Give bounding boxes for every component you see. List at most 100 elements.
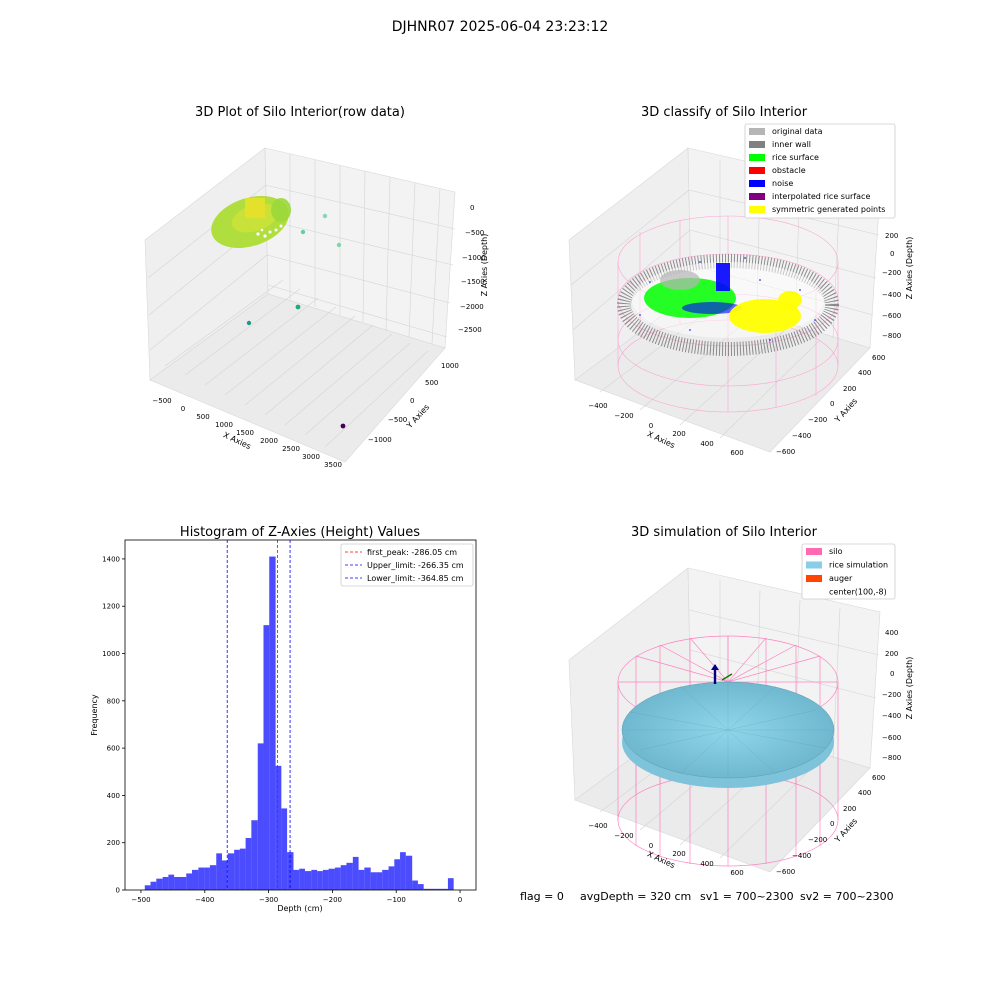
- panel2-xtick: 400: [700, 440, 713, 448]
- panel4-xtick: −200: [614, 832, 633, 840]
- histogram-bar: [370, 872, 377, 890]
- panel1-xtick: 3000: [302, 453, 320, 461]
- histogram-legend-label: first_peak: -286.05 cm: [367, 548, 457, 557]
- legend-label: center(100,-8): [829, 588, 887, 597]
- panel4-x-ticks: −400 −200 0 200 400 600: [588, 822, 743, 877]
- panel2-xtick: 600: [730, 449, 743, 457]
- histogram-bar: [317, 871, 323, 890]
- histogram-xtick-label: −100: [387, 896, 406, 904]
- panel1-cloud-speckles: [256, 224, 283, 238]
- panel2-original-data: [660, 270, 700, 290]
- panel1-ztick: −2500: [458, 326, 482, 334]
- panel4-legend-items: silo rice simulation auger center(100,-8): [806, 547, 888, 597]
- histogram-bar: [251, 820, 258, 890]
- panel1-outlier-point: [322, 213, 328, 219]
- panel3-legend: first_peak: -286.05 cm Upper_limit: -266.…: [340, 543, 474, 587]
- panel2-ytick: 0: [830, 400, 834, 408]
- panel2-symmetric-points: [729, 299, 801, 333]
- histogram-xtick-label: −200: [323, 896, 342, 904]
- panel4-ytick: 0: [830, 820, 834, 828]
- histogram-ytick-label: 800: [107, 697, 120, 705]
- panel4-ztick: −400: [882, 712, 901, 720]
- panel1-xtick: 2000: [260, 437, 278, 445]
- panel2-ytick: 400: [858, 369, 871, 377]
- panel1-z-ticks: 0 −500 −1000 −1500 −2000 −2500: [458, 204, 486, 334]
- panel4-title: 3D simulation of Silo Interior: [631, 525, 818, 540]
- panel2-z-ticks: 200 0 −200 −400 −600 −800: [882, 232, 901, 340]
- histogram-bar: [168, 874, 175, 890]
- panel3-axes-frame: [124, 539, 477, 891]
- panel2-symmetric-points: [778, 291, 802, 309]
- legend-label: interpolated rice surface: [772, 192, 870, 201]
- histogram-bar: [299, 868, 305, 890]
- panel4-y-ticks: 600 400 200 0 −200 −400 −600: [776, 774, 885, 876]
- panel1-xtick: 1500: [236, 429, 254, 437]
- panel2-title: 3D classify of Silo Interior: [641, 105, 808, 120]
- histogram-bar: [156, 878, 163, 890]
- panel4-rice-mesh: [626, 683, 830, 778]
- histogram-bar: [227, 853, 235, 890]
- panel4-ylabel: Y Axies: [832, 817, 859, 845]
- panel4-ytick: −200: [808, 836, 827, 844]
- histogram-ytick-label: 1000: [102, 650, 120, 658]
- histogram-bar: [304, 871, 312, 890]
- panel4-ytick: 400: [858, 789, 871, 797]
- histogram-bar: [192, 869, 199, 890]
- histogram-bar: [346, 862, 353, 890]
- legend-label: silo: [829, 547, 843, 556]
- panel2-zlabel: Z Axies (Depth): [905, 237, 914, 300]
- panel2-ztick: −200: [882, 269, 901, 277]
- histogram-bar: [417, 884, 424, 890]
- legend-label: symmetric generated points: [772, 205, 885, 214]
- panel1-xtick: 2500: [282, 445, 300, 453]
- histogram-bar: [441, 888, 448, 890]
- histogram-bar: [174, 876, 181, 890]
- panel4-ytick: 600: [872, 774, 885, 782]
- panel4-xtick: 0: [649, 842, 653, 850]
- panel2-ztick: 0: [890, 250, 894, 258]
- panel-simulation: 3D simulation of Silo Interior: [568, 525, 914, 877]
- panel1-ztick: −1500: [461, 278, 485, 286]
- legend-swatch: [749, 141, 765, 148]
- panel-raw-data: 3D Plot of Silo Interior(row data): [144, 105, 489, 469]
- panel3-legend-box: [340, 543, 474, 587]
- panel2-legend: original data inner wall rice surface obsta…: [744, 123, 896, 219]
- panel2-ytick: −200: [808, 416, 827, 424]
- histogram-bar: [180, 876, 187, 890]
- histogram-bar: [269, 556, 276, 890]
- histogram-bar: [275, 765, 282, 890]
- histogram-bar: [435, 888, 442, 890]
- panel1-xtick: 1000: [215, 421, 233, 429]
- histogram-bar: [204, 867, 210, 890]
- panel2-ytick: −600: [776, 448, 795, 456]
- panel2-ytick: −400: [792, 432, 811, 440]
- histogram-bar: [186, 873, 193, 890]
- panel1-xtick: 3500: [324, 461, 342, 469]
- panel4-legend-box: [801, 543, 896, 600]
- histogram-bar: [334, 867, 341, 890]
- status-footer: flag = 0 avgDepth = 320 cm sv1 = 700~230…: [520, 890, 894, 903]
- legend-swatch: [806, 548, 822, 555]
- panel2-legend-items: original data inner wall rice surface obsta…: [749, 127, 885, 214]
- histogram-bar: [263, 625, 270, 890]
- panel1-outlier-point: [340, 423, 346, 429]
- legend-label: rice surface: [772, 153, 819, 162]
- panel1-zlabel: Z Axies (Depth): [480, 234, 489, 297]
- panel2-noise-scatter: [639, 257, 816, 341]
- status-flag: flag = 0: [520, 890, 564, 903]
- panel3-legend-items: first_peak: -286.05 cm Upper_limit: -266.…: [345, 548, 464, 583]
- panel4-xtick: 400: [700, 860, 713, 868]
- panel3-plot-area: −500 −400 −300 −200 −100 0 0 200 400 600 800 1000 12…: [102, 540, 462, 904]
- panel4-ytick: 200: [843, 805, 856, 813]
- panel1-ylabel: Y Axies: [404, 403, 431, 431]
- panel1-ztick: −2000: [460, 303, 484, 311]
- panel1-outlier-point: [336, 242, 342, 248]
- histogram-bar: [322, 869, 329, 890]
- panel2-ztick: 200: [885, 232, 898, 240]
- histogram-bar: [412, 880, 418, 890]
- histogram-bar: [364, 867, 371, 890]
- histogram-ytick-label: 200: [107, 839, 120, 847]
- panel2-xtick: 0: [649, 422, 653, 430]
- histogram-bar: [358, 869, 365, 890]
- panel4-xtick: 200: [672, 850, 685, 858]
